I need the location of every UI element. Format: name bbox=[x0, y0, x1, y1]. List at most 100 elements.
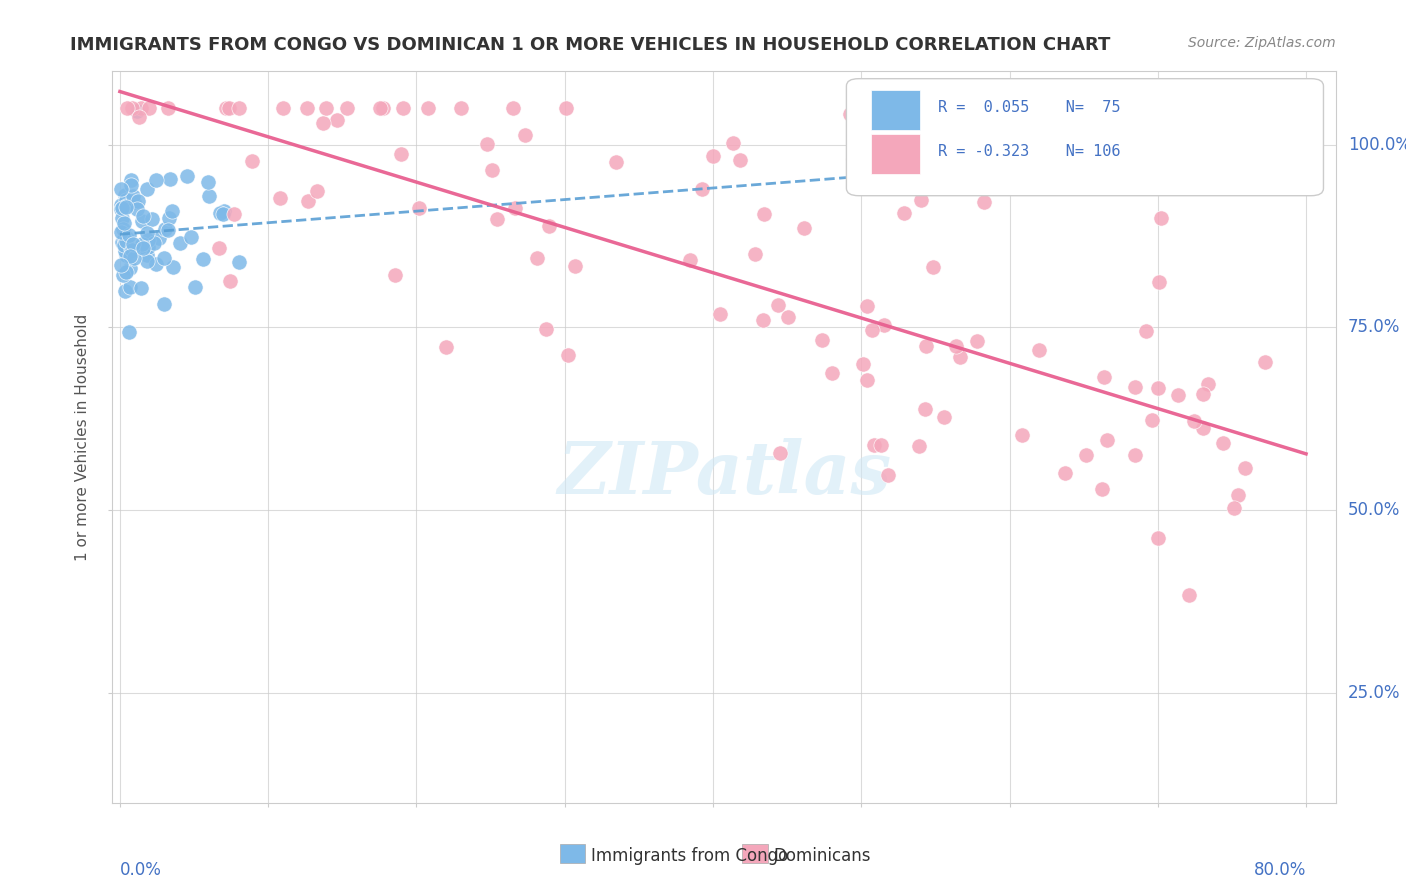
Point bbox=[564, 259, 586, 273]
Point bbox=[208, 206, 231, 220]
Y-axis label: 1 or more Vehicles in Household: 1 or more Vehicles in Household bbox=[75, 313, 90, 561]
Point bbox=[534, 322, 557, 336]
Point bbox=[118, 325, 141, 339]
Text: IMMIGRANTS FROM CONGO VS DOMINICAN 1 OR MORE VEHICLES IN HOUSEHOLD CORRELATION C: IMMIGRANTS FROM CONGO VS DOMINICAN 1 OR … bbox=[70, 36, 1111, 54]
Point bbox=[180, 230, 202, 244]
Point bbox=[212, 207, 235, 221]
Point bbox=[315, 101, 337, 115]
Bar bbox=[560, 844, 585, 863]
Point bbox=[526, 251, 548, 265]
Point bbox=[115, 235, 138, 249]
Point bbox=[157, 211, 180, 225]
Point bbox=[115, 199, 138, 213]
Point bbox=[207, 242, 229, 256]
Point bbox=[502, 101, 524, 115]
Point bbox=[769, 446, 792, 460]
Point bbox=[392, 101, 415, 115]
Point bbox=[228, 101, 250, 115]
Point bbox=[1226, 488, 1249, 502]
Point bbox=[1182, 414, 1205, 428]
Point bbox=[1167, 388, 1189, 402]
Point bbox=[156, 223, 179, 237]
Text: R =  0.055    N=  75: R = 0.055 N= 75 bbox=[938, 101, 1121, 115]
Point bbox=[336, 101, 359, 115]
Point bbox=[169, 235, 191, 250]
Point bbox=[129, 101, 152, 115]
Text: Source: ZipAtlas.com: Source: ZipAtlas.com bbox=[1188, 36, 1336, 50]
Point bbox=[114, 284, 136, 298]
Point bbox=[127, 202, 149, 217]
Point bbox=[120, 261, 142, 276]
Point bbox=[702, 149, 724, 163]
Point bbox=[690, 182, 713, 196]
Point bbox=[112, 231, 135, 245]
Point bbox=[921, 260, 943, 275]
Point bbox=[111, 211, 134, 225]
Point bbox=[176, 169, 198, 183]
Point bbox=[1054, 467, 1077, 481]
Point bbox=[111, 201, 134, 215]
Point bbox=[1140, 412, 1163, 426]
Point bbox=[370, 101, 392, 115]
Point bbox=[371, 101, 394, 115]
Point bbox=[776, 310, 799, 324]
Point bbox=[721, 136, 744, 150]
Text: 100.0%: 100.0% bbox=[1348, 136, 1406, 153]
Point bbox=[1011, 428, 1033, 442]
Point bbox=[855, 299, 877, 313]
Point bbox=[1123, 380, 1146, 394]
Point bbox=[910, 193, 932, 207]
Point bbox=[197, 175, 219, 189]
Point bbox=[1192, 421, 1215, 435]
Point bbox=[1197, 376, 1219, 391]
Point bbox=[128, 110, 150, 124]
Point bbox=[1135, 324, 1157, 338]
Point bbox=[307, 184, 329, 198]
Point bbox=[728, 153, 751, 168]
Point bbox=[157, 101, 180, 115]
Point bbox=[326, 113, 349, 128]
Point bbox=[121, 101, 143, 115]
Point bbox=[1094, 369, 1116, 384]
Point bbox=[751, 312, 773, 326]
Point bbox=[222, 207, 245, 221]
Point bbox=[839, 107, 862, 121]
Point bbox=[162, 260, 184, 274]
Point bbox=[863, 438, 886, 452]
FancyBboxPatch shape bbox=[870, 90, 920, 130]
Point bbox=[120, 178, 142, 192]
Point bbox=[1234, 461, 1257, 475]
Point bbox=[966, 334, 988, 349]
Point bbox=[118, 249, 141, 263]
Point bbox=[893, 206, 915, 220]
Point bbox=[908, 438, 931, 452]
Bar bbox=[742, 844, 768, 863]
Point bbox=[450, 101, 472, 115]
Point bbox=[111, 268, 134, 282]
Point bbox=[155, 222, 177, 236]
Point bbox=[145, 257, 167, 271]
Point bbox=[269, 191, 291, 205]
Text: 80.0%: 80.0% bbox=[1254, 862, 1306, 880]
Point bbox=[1095, 434, 1118, 448]
Point bbox=[125, 103, 148, 118]
Point bbox=[679, 252, 702, 267]
Point bbox=[115, 200, 138, 214]
Point bbox=[153, 297, 176, 311]
Point bbox=[136, 248, 159, 262]
Point bbox=[110, 182, 132, 196]
Point bbox=[1212, 436, 1234, 450]
Point bbox=[434, 340, 457, 354]
Point bbox=[557, 347, 579, 361]
Point bbox=[242, 153, 264, 168]
Point bbox=[477, 136, 499, 151]
Point bbox=[389, 146, 412, 161]
Point bbox=[915, 339, 938, 353]
Point bbox=[136, 182, 159, 196]
Point bbox=[505, 201, 527, 215]
Point bbox=[605, 154, 627, 169]
FancyBboxPatch shape bbox=[870, 134, 920, 174]
Point bbox=[152, 252, 174, 266]
Point bbox=[872, 318, 894, 332]
Point bbox=[1191, 387, 1213, 401]
